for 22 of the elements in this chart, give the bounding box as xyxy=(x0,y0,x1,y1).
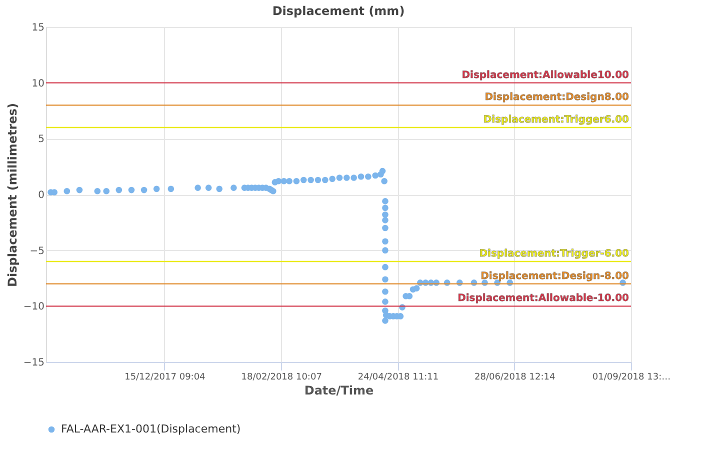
chart-title: Displacement (mm) xyxy=(272,4,405,18)
y-tick-label: −5 xyxy=(30,246,44,257)
y-tick-label: 0 xyxy=(38,190,44,201)
y-axis-title: Displacement (millimetres) xyxy=(5,103,20,287)
y-tick-label: 15 xyxy=(32,22,44,34)
y-tick-label: −10 xyxy=(23,302,44,313)
x-tick-label: 01/09/2018 13:… xyxy=(592,372,671,382)
ref-line-label: Displacement:Allowable-10.00 xyxy=(458,293,630,304)
y-tick-label: 5 xyxy=(38,134,44,146)
ref-line-label: Displacement:Design8.00 xyxy=(484,92,630,104)
ref-line-label: Displacement:Design-8.00 xyxy=(480,270,630,282)
x-tick-label: 28/06/2018 12:14 xyxy=(474,372,556,382)
ref-line-label: Displacement:Trigger6.00 xyxy=(483,114,630,126)
ref-line-label: Displacement:Allowable10.00 xyxy=(462,70,630,81)
y-tick-label: 10 xyxy=(32,78,44,90)
x-tick-label: 15/12/2017 09:04 xyxy=(124,372,206,382)
y-tick-label: −15 xyxy=(23,358,44,368)
x-tick-label: 18/02/2018 10:07 xyxy=(241,372,322,382)
x-axis-title: Date/Time xyxy=(304,384,374,398)
legend-label: FAL-AAR-EX1-001(Displacement) xyxy=(61,422,241,436)
x-tick-label: 24/04/2018 11:11 xyxy=(358,372,439,382)
ref-line-label: Displacement:Trigger-6.00 xyxy=(479,248,630,260)
